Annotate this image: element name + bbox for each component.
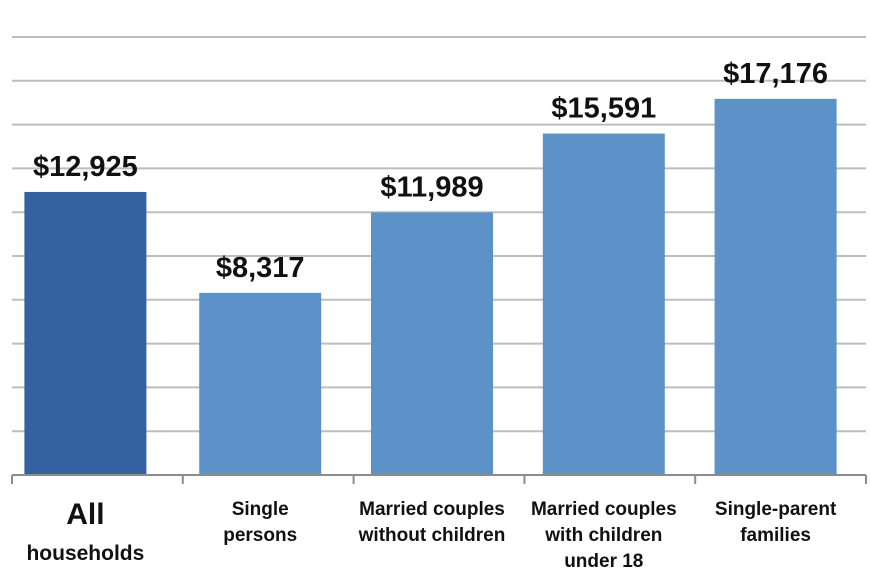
data-label: $15,591 xyxy=(551,93,656,125)
category-tick-label: persons xyxy=(223,525,297,546)
data-label: $11,989 xyxy=(380,171,483,203)
category-tick-label: Married couples xyxy=(359,499,505,520)
category-tick-label: households xyxy=(26,542,144,565)
category-tick-label: Married couples xyxy=(531,499,677,520)
category-tick-label: without children xyxy=(358,525,506,546)
bars xyxy=(24,98,837,476)
category-tick-label: Single-parent xyxy=(715,499,837,520)
category-tick-label: under 18 xyxy=(564,551,643,572)
category-tick-label: with children xyxy=(544,525,662,546)
category-tick-label: All xyxy=(66,498,104,531)
bar xyxy=(542,133,665,475)
bar xyxy=(199,292,322,475)
data-label: $12,925 xyxy=(33,151,138,183)
category-tick-label: families xyxy=(740,525,811,546)
bar xyxy=(371,212,493,475)
value-labels: $12,925 $8,317 $11,989 $15,591 $17,176 xyxy=(33,58,828,284)
data-label: $8,317 xyxy=(216,252,305,284)
x-axis xyxy=(11,474,867,484)
bar xyxy=(24,191,147,475)
category-tick-label: Single xyxy=(232,499,289,520)
data-label: $17,176 xyxy=(723,58,828,90)
bar xyxy=(714,98,837,476)
category-labels: All households Single persons Married couple… xyxy=(26,498,836,572)
